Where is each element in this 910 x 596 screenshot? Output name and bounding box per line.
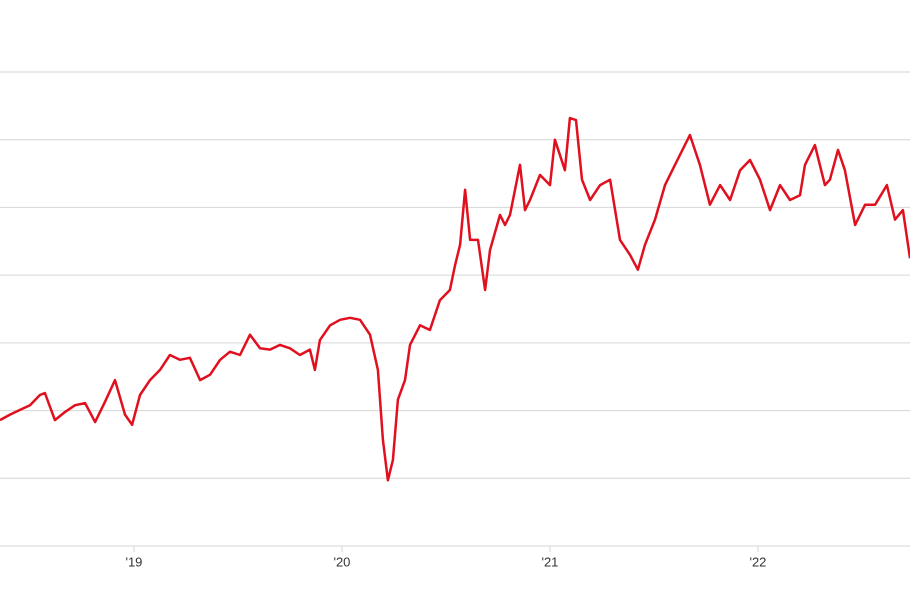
line <box>0 116 910 482</box>
x-tick-label: '21 <box>541 554 558 569</box>
x-tick-label: '22 <box>749 554 766 569</box>
x-tick-label: '20 <box>333 554 350 569</box>
x-tick-label: '19 <box>125 554 142 569</box>
